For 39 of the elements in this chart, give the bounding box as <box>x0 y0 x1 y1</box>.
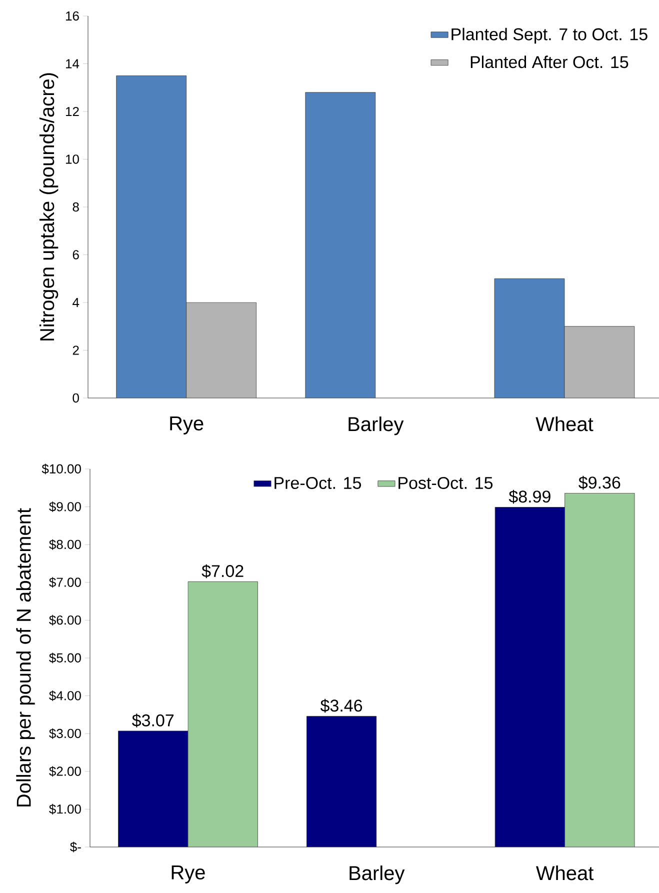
y-tick-label: $- <box>70 842 81 852</box>
x-tick-label: Barley <box>350 866 405 884</box>
y-tick-label: $8.00 <box>49 539 81 550</box>
y-tick-label: 8 <box>72 202 79 212</box>
y-tick-label: $3.00 <box>49 728 81 739</box>
y-tick-label: 10 <box>66 154 79 164</box>
x-tick-label: Rye <box>172 866 205 884</box>
data-label: $7.02 <box>202 564 244 578</box>
legend-label: Planted Sept. 7 to Oct. 15 <box>452 28 648 44</box>
data-label: $8.99 <box>508 490 550 504</box>
bar <box>306 716 377 847</box>
y-tick-label: $4.00 <box>49 690 81 702</box>
y-tick-label: 16 <box>66 11 79 21</box>
y-tick-label: 14 <box>66 59 80 68</box>
data-label: $9.36 <box>578 476 620 490</box>
legend-label: Planted After Oct. 15 <box>470 56 628 68</box>
y-tick-label: $10.00 <box>42 464 81 474</box>
y-tick-label: $9.00 <box>49 502 81 512</box>
y-axis-title: Dollars per pound of N abatement <box>16 508 35 806</box>
y-tick-label: $2.00 <box>49 766 81 777</box>
data-label: $3.07 <box>132 714 174 728</box>
bar <box>305 92 376 398</box>
y-tick-label: 2 <box>72 346 79 355</box>
x-tick-label: Wheat <box>536 866 594 880</box>
y-tick-label: 6 <box>72 250 79 260</box>
x-tick-label: Barley <box>348 416 404 436</box>
y-tick-label: $7.00 <box>49 577 81 588</box>
legend-label: Post-Oct. 15 <box>398 476 493 490</box>
y-axis-title: Nitrogen uptake (pounds/acre) <box>40 73 58 340</box>
y-tick-label: 0 <box>72 393 79 403</box>
data-label: $3.46 <box>320 698 362 713</box>
x-tick-label: Rye <box>170 416 204 434</box>
x-tick-label: Wheat <box>536 416 594 432</box>
y-tick-label: $1.00 <box>49 804 81 814</box>
y-tick-label: 12 <box>66 106 79 116</box>
y-tick-label: $6.00 <box>49 614 81 626</box>
y-tick-label: 4 <box>72 298 80 307</box>
legend-label: Pre-Oct. 15 <box>274 476 361 490</box>
y-tick-label: $5.00 <box>49 652 81 664</box>
